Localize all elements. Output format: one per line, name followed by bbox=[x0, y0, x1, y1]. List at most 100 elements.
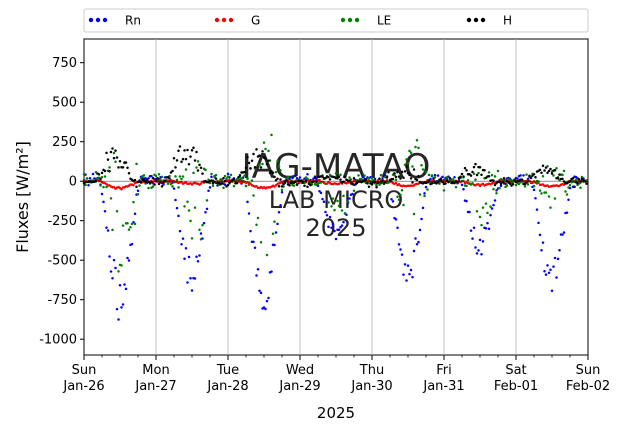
data-point bbox=[285, 177, 288, 180]
data-point bbox=[399, 177, 402, 180]
data-point bbox=[114, 160, 117, 164]
data-point bbox=[468, 210, 471, 214]
x-tick-label-date: Jan-31 bbox=[422, 379, 464, 394]
data-point bbox=[474, 162, 477, 166]
data-point bbox=[243, 170, 246, 174]
data-point bbox=[481, 206, 485, 209]
data-point bbox=[279, 203, 282, 207]
data-point bbox=[415, 178, 419, 182]
data-point bbox=[396, 195, 399, 199]
data-point bbox=[471, 237, 474, 240]
data-point bbox=[252, 240, 255, 244]
data-point bbox=[555, 276, 558, 279]
data-point bbox=[547, 195, 551, 198]
data-point bbox=[207, 189, 210, 193]
data-point bbox=[102, 185, 105, 189]
data-point bbox=[133, 212, 137, 215]
data-point bbox=[343, 175, 347, 179]
data-point bbox=[193, 159, 197, 162]
data-point bbox=[100, 192, 104, 196]
data-point bbox=[283, 180, 287, 184]
data-point bbox=[189, 219, 192, 223]
data-point bbox=[169, 182, 173, 186]
x-tick-label-date: Jan-29 bbox=[278, 379, 320, 394]
data-point bbox=[426, 181, 429, 184]
data-point bbox=[303, 184, 306, 187]
data-point bbox=[469, 174, 473, 177]
data-point bbox=[112, 156, 116, 160]
data-point bbox=[565, 211, 569, 214]
data-point bbox=[480, 253, 483, 256]
data-point bbox=[250, 159, 254, 163]
data-point bbox=[319, 191, 323, 195]
data-point bbox=[334, 237, 338, 241]
data-point bbox=[174, 198, 177, 202]
data-point bbox=[390, 198, 393, 201]
data-point bbox=[445, 176, 449, 179]
data-point bbox=[331, 222, 335, 226]
data-point bbox=[193, 206, 197, 209]
data-point bbox=[547, 169, 551, 173]
data-point bbox=[210, 179, 213, 182]
data-point bbox=[151, 185, 155, 188]
data-point bbox=[292, 184, 296, 187]
data-point bbox=[453, 175, 456, 179]
data-point bbox=[223, 183, 227, 186]
data-point bbox=[205, 207, 209, 211]
data-point bbox=[403, 170, 407, 173]
data-point bbox=[571, 176, 575, 180]
data-point bbox=[463, 166, 467, 170]
data-point bbox=[136, 189, 140, 193]
x-tick-label-day: Tue bbox=[216, 363, 239, 378]
data-point bbox=[580, 175, 584, 179]
data-point bbox=[106, 158, 110, 161]
data-point bbox=[567, 198, 570, 201]
data-point bbox=[541, 174, 545, 178]
data-point bbox=[406, 162, 410, 165]
data-point bbox=[121, 166, 125, 169]
data-point bbox=[327, 225, 330, 229]
data-point bbox=[342, 194, 345, 198]
data-point bbox=[136, 192, 140, 196]
data-point bbox=[195, 255, 198, 259]
data-point bbox=[199, 238, 203, 241]
data-point bbox=[258, 154, 261, 157]
data-point bbox=[115, 209, 119, 213]
data-point bbox=[523, 185, 527, 188]
x-tick-label-date: Jan-27 bbox=[134, 379, 176, 394]
data-point bbox=[201, 172, 204, 175]
data-point bbox=[451, 178, 455, 181]
data-points bbox=[82, 133, 588, 321]
data-point bbox=[183, 149, 186, 152]
data-point bbox=[247, 181, 251, 185]
y-axis-label: Fluxes [W/m²] bbox=[13, 141, 32, 253]
data-point bbox=[103, 169, 107, 173]
data-point bbox=[274, 231, 278, 234]
x-axis: SunJan-26MonJan-27TueJan-28WedJan-29ThuJ… bbox=[62, 355, 610, 394]
data-point bbox=[492, 179, 495, 182]
data-point bbox=[532, 184, 536, 188]
data-point bbox=[339, 173, 342, 176]
data-point bbox=[171, 169, 174, 173]
data-point bbox=[150, 174, 153, 178]
data-point bbox=[237, 178, 240, 181]
data-point bbox=[282, 182, 285, 186]
data-point bbox=[562, 231, 566, 234]
data-point bbox=[556, 257, 560, 261]
data-point bbox=[97, 173, 101, 176]
data-point bbox=[331, 197, 335, 200]
grid-lines bbox=[155, 39, 517, 355]
data-point bbox=[240, 182, 243, 185]
data-point bbox=[91, 172, 95, 176]
data-point bbox=[157, 172, 161, 176]
data-point bbox=[189, 155, 192, 158]
data-point bbox=[454, 185, 458, 189]
data-point bbox=[249, 229, 252, 233]
data-point bbox=[385, 176, 389, 179]
data-point bbox=[424, 185, 428, 189]
data-point bbox=[111, 147, 114, 150]
data-point bbox=[177, 149, 180, 153]
data-point bbox=[273, 175, 276, 179]
data-point bbox=[415, 243, 419, 246]
